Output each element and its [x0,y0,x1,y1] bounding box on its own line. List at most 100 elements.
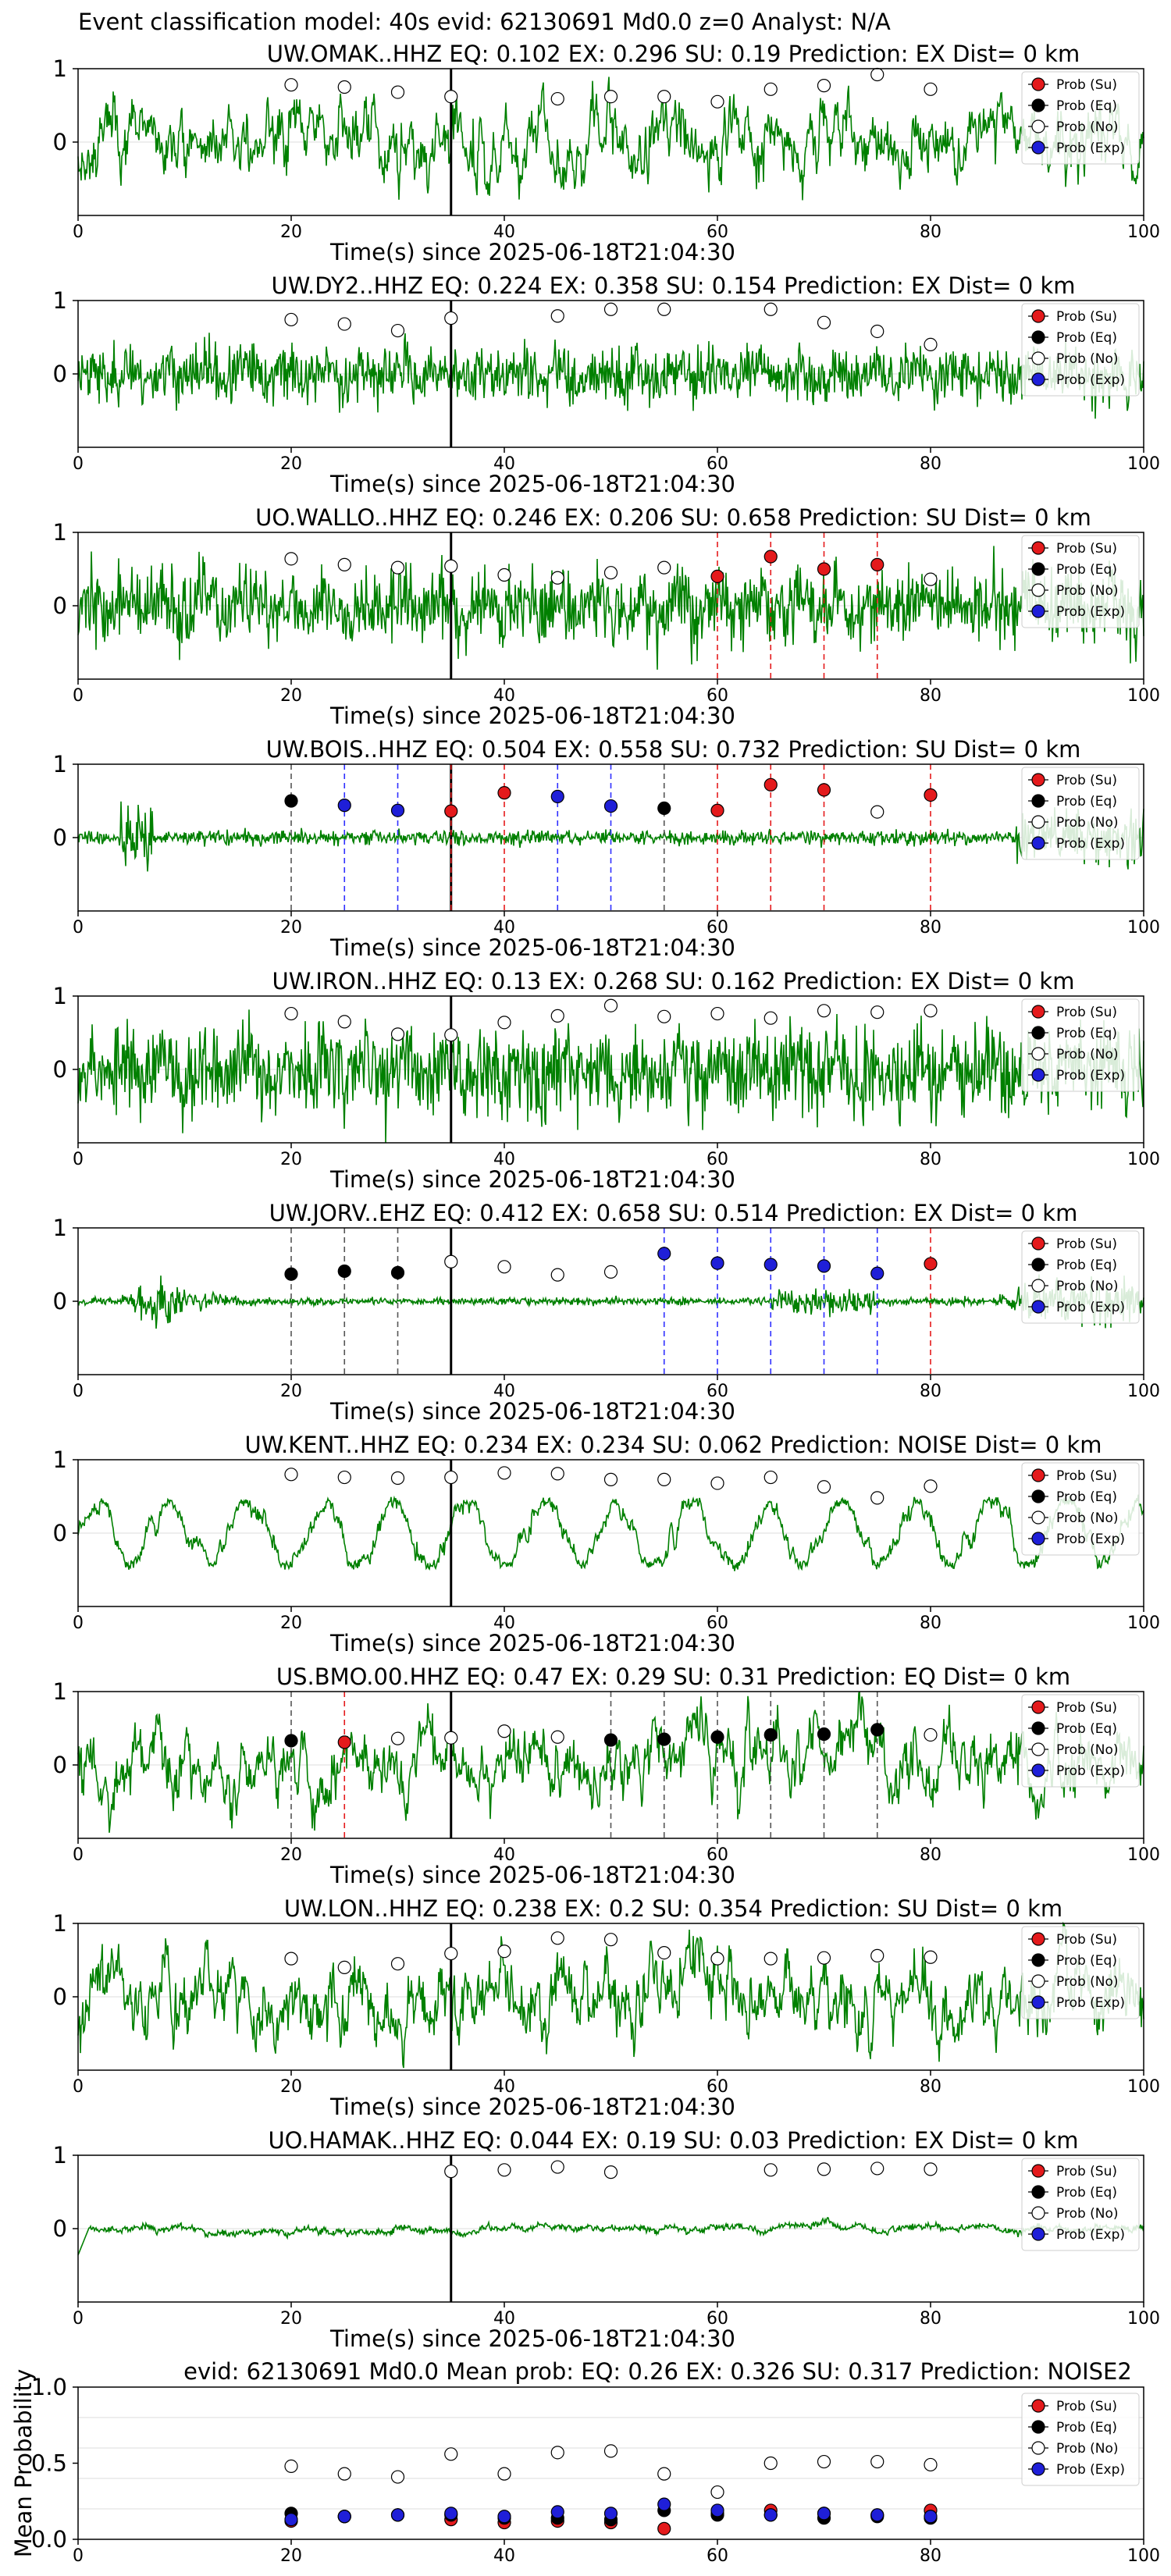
panel-10-prob-marker-no [497,2163,511,2177]
panel-9-title: UW.LON..HHZ EQ: 0.238 EX: 0.2 SU: 0.354 … [284,1895,1062,1922]
panel-4-prob-marker-su [924,788,938,802]
panel-1-legend-label-eq: Prob (Eq) [1056,98,1117,114]
panel-7-title: UW.KENT..HHZ EQ: 0.234 EX: 0.234 SU: 0.0… [244,1432,1102,1458]
panel-2-legend-label-su: Prob (Su) [1056,309,1117,325]
panel-2-prob-marker-no [444,311,458,326]
panel-2-prob-marker-no [924,337,938,351]
mean-xtick-label: 100 [1127,2546,1160,2566]
panel-10-prob-marker-no [603,2165,618,2179]
panel-10-ytick-label: 0 [53,2215,67,2242]
panel-7-prob-marker-no [603,1472,618,1486]
mean-marker-no [284,2459,298,2473]
panel-7-ytick-label: 1 [53,1446,67,1473]
panel-7-prob-marker-no [497,1466,511,1480]
panel-5-legend-marker-no [1031,1047,1045,1061]
panel-5-xtick-label: 40 [493,1150,515,1169]
panel-1-prob-marker-no [763,82,778,96]
panel-3-prob-marker-su [817,562,831,576]
panel-1-legend-marker-no [1031,119,1045,133]
panel-9: UW.LON..HHZ EQ: 0.238 EX: 0.2 SU: 0.354 … [53,1895,1160,2120]
panel-9-prob-marker-no [284,1952,298,1966]
mean-legend-label-su: Prob (Su) [1056,2399,1117,2414]
panel-3-prob-marker-no [497,568,511,582]
panel-5-ytick-label: 0 [53,1056,67,1083]
panel-1-prob-marker-no [603,90,618,104]
panel-2-ytick-label: 0 [53,361,67,387]
panel-4-prob-marker-su [817,783,831,797]
panel-8: US.BMO.00.HHZ EQ: 0.47 EX: 0.29 SU: 0.31… [53,1663,1160,1888]
panel-5-xtick-label: 0 [73,1150,84,1169]
mean-legend-marker-no [1031,2441,1045,2455]
mean-marker-su [657,2521,671,2535]
panel-1-xtick-label: 0 [73,222,84,242]
panel-5-legend-marker-su [1031,1005,1045,1019]
panel-6-legend-marker-eq [1031,1258,1045,1272]
panel-4-xtick-label: 20 [280,918,302,938]
panel-10-legend-marker-no [1031,2206,1045,2220]
panel-7-legend-marker-eq [1031,1489,1045,1503]
panel-7-prob-marker-no [284,1468,298,1482]
panel-2-prob-marker-no [817,315,831,329]
panel-5-prob-marker-no [550,1009,564,1023]
panel-6-xtick-label: 20 [280,1382,302,1401]
mean-legend-box [1021,2393,1140,2486]
panel-6-prob-marker-eq [284,1267,298,1281]
panel-10: UO.HAMAK..HHZ EQ: 0.044 EX: 0.19 SU: 0.0… [53,2127,1160,2352]
panel-5-legend-marker-eq [1031,1026,1045,1040]
mean-marker-exp [817,2507,831,2521]
mean-xtick-label: 40 [493,2546,515,2566]
panel-10-xtick-label: 60 [707,2309,728,2329]
panel-10-ytick-label: 1 [53,2142,67,2169]
panel-8-xtick-label: 100 [1127,1845,1160,1865]
panel-3-xlabel: Time(s) since 2025-06-18T21:04:30 [329,703,735,729]
mean-marker-exp [337,2510,351,2524]
panel-3-legend-label-exp: Prob (Exp) [1056,604,1125,620]
panel-5-waveform [77,1009,1144,1143]
panel-3-prob-marker-su [763,550,778,564]
panel-1-prob-marker-no [817,79,831,93]
mean-xtick-label: 60 [707,2546,728,2566]
panel-2-legend-marker-eq [1031,330,1045,344]
panel-5-xtick-label: 100 [1127,1150,1160,1169]
panel-6-prob-marker-exp [657,1247,671,1261]
panel-9-legend-marker-no [1031,1974,1045,1988]
panel-1-ytick-label: 0 [53,129,67,155]
panel-8-legend-marker-eq [1031,1721,1045,1735]
panel-2-prob-marker-no [603,302,618,316]
panel-2-xtick-label: 60 [707,454,728,474]
panel-2-xtick-label: 100 [1127,454,1160,474]
panel-6-prob-marker-no [497,1260,511,1274]
mean-marker-exp [390,2508,405,2522]
panel-4-legend-marker-su [1031,773,1045,787]
mean-ytick-label: 0.0 [31,2526,67,2553]
panel-8-xtick-label: 20 [280,1845,302,1865]
panel-8-legend-marker-exp [1031,1763,1045,1777]
panel-3-prob-marker-no [390,560,405,575]
panel-7-legend-marker-su [1031,1468,1045,1482]
mean-marker-no [390,2470,405,2484]
panel-7-prob-marker-no [710,1476,724,1490]
panel-3-legend-marker-no [1031,583,1045,597]
panel-2-legend-box [1021,303,1140,397]
panel-1-legend-label-su: Prob (Su) [1056,77,1117,93]
panel-2-legend-marker-su [1031,309,1045,323]
panel-8-prob-marker-eq [763,1727,778,1742]
mean-marker-exp [603,2507,618,2521]
panel-9-prob-marker-no [390,1957,405,1971]
panel-3-waveform [77,546,1144,670]
panel-5-legend-label-eq: Prob (Eq) [1056,1026,1117,1041]
panel-2-legend-label-no: Prob (No) [1056,351,1119,367]
mean-marker-no [870,2454,884,2469]
panel-7-legend-label-eq: Prob (Eq) [1056,1489,1117,1505]
panel-3-xtick-label: 0 [73,686,84,706]
panel-6-prob-marker-no [444,1254,458,1268]
panel-10-title: UO.HAMAK..HHZ EQ: 0.044 EX: 0.19 SU: 0.0… [268,2127,1078,2154]
panel-5-legend-box [1021,998,1140,1092]
mean-marker-exp [710,2503,724,2517]
mean-ylabel: Mean Probability [10,2369,37,2558]
panel-3-legend-label-eq: Prob (Eq) [1056,562,1117,578]
panel-2-prob-marker-no [657,302,671,316]
panel-5-ytick-label: 1 [53,983,67,1009]
panel-7-legend-marker-exp [1031,1532,1045,1546]
